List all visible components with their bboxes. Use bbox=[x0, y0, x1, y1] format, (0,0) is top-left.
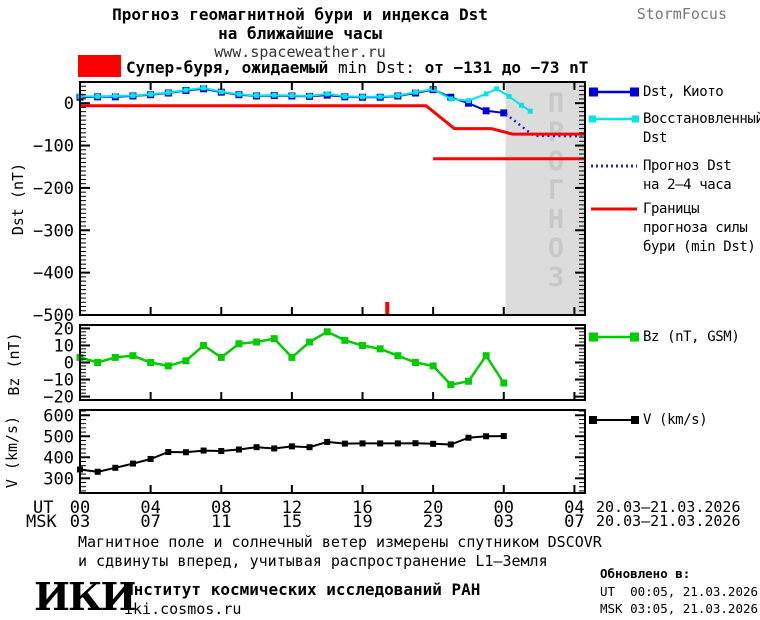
msk-tick-label: 03 bbox=[493, 512, 514, 532]
legend-label: Dst, Киото bbox=[643, 84, 724, 100]
forecast-dotted-marker-icon bbox=[591, 164, 637, 168]
bz-y-tick-label: 0 bbox=[64, 354, 74, 374]
charts-svg: ПРОГНОЗ0−100−200−300−400−50020100−10−206… bbox=[33, 81, 586, 494]
msk-tick-label: 23 bbox=[422, 512, 444, 532]
legend-item-dst-kyoto: Dst, Киото bbox=[589, 83, 760, 102]
msk-tick-label: 15 bbox=[281, 512, 303, 532]
bz-line-marker-icon bbox=[589, 332, 639, 342]
updated-msk: MSK 03:05, 21.03.2026 bbox=[600, 601, 759, 616]
updated-ut: UT 00:05, 21.03.2026 bbox=[600, 584, 759, 599]
storm-alert-text: Супер-буря, ожидаемый min Dst: от −131 д… bbox=[126, 58, 588, 77]
legend-label: прогноза силы bbox=[643, 220, 748, 236]
dst-y-tick-label: −100 bbox=[33, 137, 74, 157]
institute-name: Институт космических исследований РАН bbox=[124, 580, 481, 599]
legend-item-storm-boundaries: Границы прогноза силы бури (min Dst) bbox=[589, 200, 760, 257]
ut-tick-label: 08 bbox=[211, 498, 232, 518]
legend-item-v: V (km/s) bbox=[589, 411, 760, 430]
brand-label: StormFocus bbox=[636, 5, 727, 23]
updated-label: Обновлено в: bbox=[600, 566, 691, 581]
forecast-watermark-letter: П bbox=[548, 88, 564, 119]
msk-tick-label: 11 bbox=[211, 512, 232, 532]
ut-date-range: 20.03–21.03.2026 bbox=[596, 498, 741, 516]
legend-item-forecast-dst: Прогноз Dst на 2–4 часа bbox=[589, 157, 760, 195]
v-y-tick-label: 500 bbox=[43, 427, 74, 447]
forecast-watermark-letter: Р bbox=[548, 117, 564, 148]
v-line-marker-icon bbox=[589, 416, 639, 424]
website-label: www.spaceweather.ru bbox=[214, 43, 386, 61]
ut-tick-label: 04 bbox=[140, 498, 161, 518]
v-y-tick-label: 300 bbox=[43, 469, 74, 489]
forecast-watermark-letter: З bbox=[548, 262, 564, 293]
legend-label: Bz (nT, GSM) bbox=[643, 329, 740, 345]
legend-label: бури (min Dst) bbox=[643, 239, 756, 255]
ut-tick-label: 20 bbox=[422, 498, 444, 518]
forecast-watermark-letter: Н bbox=[548, 204, 564, 235]
forecast-watermark-letter: Г bbox=[548, 175, 564, 206]
forecast-watermark-letter: О bbox=[548, 146, 564, 177]
legend-label: Прогноз Dst bbox=[643, 158, 732, 174]
legend-label: Границы bbox=[643, 201, 700, 217]
legend-label: на 2–4 часа bbox=[643, 177, 732, 193]
v-v-markers bbox=[77, 433, 507, 475]
dst-y-tick-label: −400 bbox=[33, 264, 74, 284]
bz-y-tick-label: −10 bbox=[43, 371, 74, 391]
msk-row-label: MSK bbox=[26, 512, 57, 532]
boundary-line-marker-icon bbox=[591, 207, 637, 211]
msk-tick-label: 07 bbox=[564, 512, 585, 532]
ut-tick-label: 00 bbox=[69, 498, 91, 518]
v-y-tick-label: 600 bbox=[43, 406, 74, 426]
ut-row-label: UT bbox=[33, 498, 54, 518]
dst-y-tick-label: −500 bbox=[33, 306, 74, 326]
legend-item-bz: Bz (nT, GSM) bbox=[589, 328, 760, 347]
v-v-line bbox=[79, 435, 504, 473]
page-title-line2: на ближайшие часы bbox=[218, 24, 382, 43]
legend-item-reconstructed-dst: Восстановленный Dst bbox=[589, 110, 760, 148]
iki-logo: ИКИ bbox=[34, 574, 136, 619]
institute-website: iki.cosmos.ru bbox=[124, 600, 242, 618]
msk-tick-label: 07 bbox=[140, 512, 161, 532]
storm-level-swatch bbox=[78, 55, 121, 77]
storm-level-label: Супер-буря, ожидаемый bbox=[126, 58, 329, 77]
measurement-note-line1: Магнитное поле и солнечный ветер измерен… bbox=[78, 533, 602, 551]
v-y-tick-label: 400 bbox=[43, 448, 74, 468]
dst-reconstructed-line bbox=[80, 86, 531, 113]
storm-metric-label: min Dst: bbox=[337, 58, 415, 77]
ut-tick-label: 12 bbox=[281, 498, 303, 518]
ut-tick-label: 04 bbox=[564, 498, 585, 518]
dst-reconstructed-markers bbox=[77, 85, 533, 114]
legend-label: Восстановленный bbox=[643, 111, 760, 127]
page-title-line1: Прогноз геомагнитной бури и индекса Dst bbox=[112, 5, 488, 24]
bz-bz-markers bbox=[76, 328, 508, 389]
msk-tick-label: 03 bbox=[69, 512, 91, 532]
storm-range-label: от −131 до −73 nT bbox=[424, 58, 589, 77]
forecast-zone bbox=[505, 83, 584, 314]
dst-axis-title: Dst (nT) bbox=[9, 162, 27, 236]
dst-y-tick-label: −200 bbox=[33, 179, 74, 199]
forecast-watermark-letter: О bbox=[548, 233, 564, 264]
dst-y-tick-label: 0 bbox=[64, 94, 74, 114]
bz-y-tick-label: −20 bbox=[43, 388, 74, 408]
x-tick-labels: 00 03 04 07 08 11 12 15 16 19 20 23 00 03 04 07 bbox=[0, 498, 760, 532]
dst-y-tick-label: −300 bbox=[33, 221, 74, 241]
legend-label: V (km/s) bbox=[643, 412, 708, 428]
dst-forecast-line bbox=[504, 112, 582, 138]
kyoto-line-marker-icon bbox=[589, 87, 639, 97]
bz-axis-title: Bz (nT) bbox=[5, 332, 23, 396]
reconstructed-line-marker-icon bbox=[589, 115, 639, 123]
dst-boundary-upper-line bbox=[80, 104, 585, 136]
v-axis-title: V (km/s) bbox=[3, 415, 21, 489]
ut-tick-label: 00 bbox=[493, 498, 514, 518]
msk-date-range: 20.03–21.03.2026 bbox=[596, 512, 741, 530]
bz-y-tick-label: 10 bbox=[54, 336, 74, 356]
legend-label: Dst bbox=[643, 130, 668, 146]
ut-tick-label: 16 bbox=[352, 498, 373, 518]
bz-y-tick-label: 20 bbox=[54, 319, 74, 339]
measurement-note-line2: и сдвинуты вперед, учитывая распростране… bbox=[78, 552, 548, 570]
msk-tick-label: 19 bbox=[352, 512, 373, 532]
